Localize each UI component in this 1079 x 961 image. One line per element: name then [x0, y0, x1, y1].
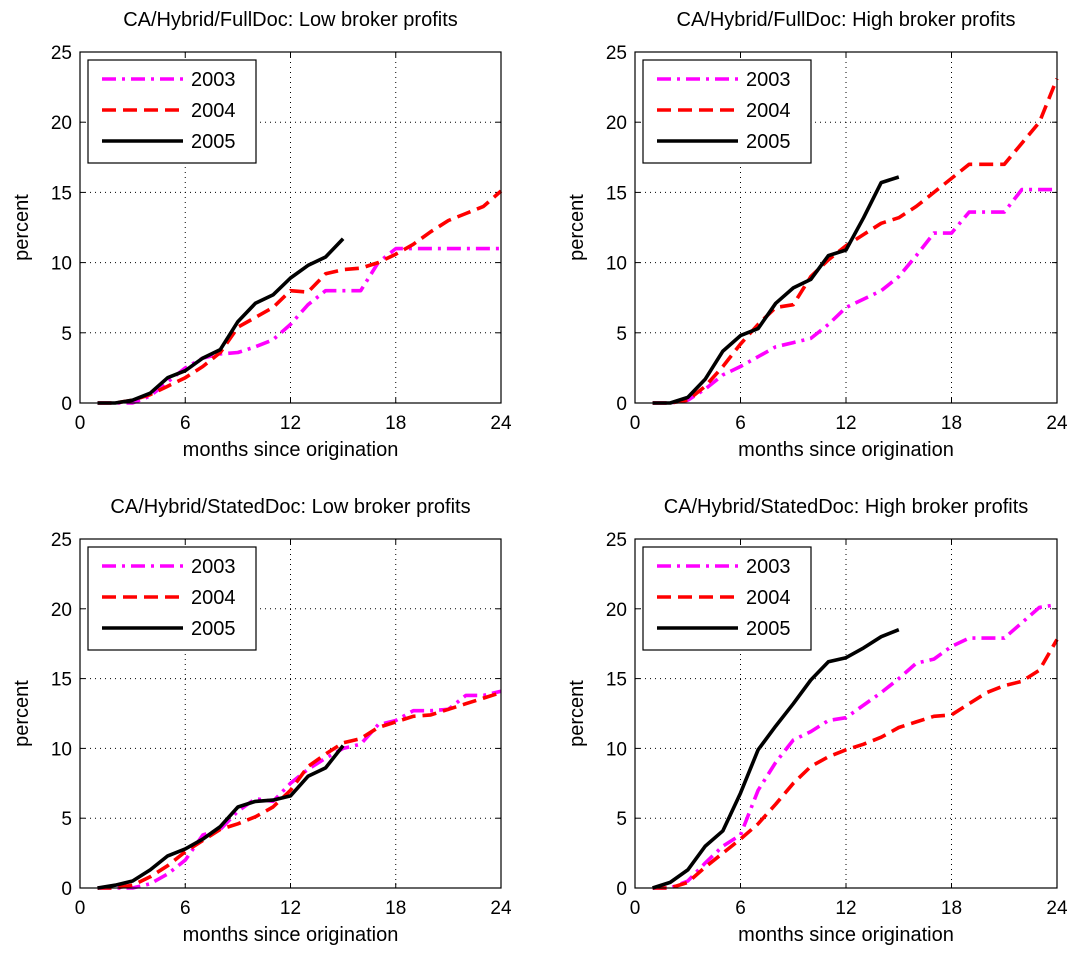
y-tick-label: 15 — [51, 670, 72, 691]
y-tick-label: 5 — [61, 324, 72, 345]
legend-label: 2005 — [746, 618, 791, 640]
x-tick-label: 18 — [941, 898, 962, 919]
legend-label: 2005 — [191, 618, 236, 640]
y-tick-label: 20 — [51, 600, 72, 621]
x-tick-label: 0 — [75, 413, 86, 434]
y-tick-label: 20 — [606, 113, 627, 134]
legend-label: 2004 — [746, 100, 791, 122]
chart-title: CA/Hybrid/StatedDoc: High broker profits — [664, 496, 1029, 518]
y-tick-label: 0 — [616, 879, 627, 900]
legend: 2003 2004 2005 — [87, 546, 257, 651]
legend-label: 2003 — [191, 556, 236, 578]
y-axis-label: percent — [566, 680, 588, 747]
legend: 2003 2004 2005 — [642, 546, 812, 651]
chart-title: CA/Hybrid/FullDoc: High broker profits — [677, 9, 1016, 31]
x-tick-label: 0 — [630, 898, 641, 919]
y-axis-label: percent — [11, 194, 33, 261]
legend-label: 2004 — [191, 587, 236, 609]
y-tick-label: 25 — [51, 530, 72, 551]
y-tick-label: 0 — [61, 879, 72, 900]
y-axis-label: percent — [11, 680, 33, 747]
series-line-2004 — [652, 638, 1059, 890]
axes-box — [79, 538, 502, 889]
x-tick-label: 24 — [490, 413, 512, 434]
y-tick-label: 10 — [606, 254, 627, 275]
chart-panel-2: 0 6 12 18 24 0 5 10 15 20 25 CA/Hybrid/FullDoc: Hig… — [566, 9, 1068, 461]
legend-label: 2005 — [746, 131, 791, 153]
y-tick-label: 0 — [616, 394, 627, 415]
x-tick-label: 0 — [75, 898, 86, 919]
y-tick-label: 15 — [51, 183, 72, 204]
x-axis-label: months since origination — [738, 439, 954, 461]
y-tick-label: 5 — [61, 809, 72, 830]
legend: 2003 2004 2005 — [87, 59, 257, 164]
legend: 2003 2004 2005 — [642, 59, 812, 164]
legend-label: 2003 — [746, 69, 791, 91]
axes-box — [79, 51, 502, 404]
y-tick-label: 10 — [51, 739, 72, 760]
x-tick-label: 18 — [385, 413, 406, 434]
x-tick-label: 24 — [490, 898, 512, 919]
x-tick-label: 6 — [735, 413, 746, 434]
x-tick-label: 6 — [180, 413, 191, 434]
x-tick-label: 12 — [280, 898, 301, 919]
series-line-2005 — [97, 237, 345, 405]
y-axis-label: percent — [566, 194, 588, 261]
axes-box — [634, 538, 1058, 889]
series-line-2005 — [652, 175, 900, 405]
y-tick-label: 10 — [606, 739, 627, 760]
legend-label: 2003 — [191, 69, 236, 91]
y-tick-label: 0 — [61, 394, 72, 415]
legend-label: 2004 — [746, 587, 791, 609]
y-tick-label: 20 — [51, 113, 72, 134]
legend-label: 2005 — [191, 131, 236, 153]
chart-panel-4: 0 6 12 18 24 0 5 10 15 20 25 CA/Hybrid/StatedDoc: H… — [566, 496, 1068, 946]
x-tick-label: 6 — [180, 898, 191, 919]
x-tick-label: 12 — [835, 413, 856, 434]
chart-title: CA/Hybrid/FullDoc: Low broker profits — [123, 9, 458, 31]
y-tick-label: 20 — [606, 600, 627, 621]
chart-panel-1: 0 6 12 18 24 0 5 10 15 20 25 CA/Hybrid/FullDoc: Low… — [11, 9, 512, 461]
y-tick-label: 15 — [606, 183, 627, 204]
x-tick-label: 24 — [1046, 413, 1068, 434]
y-tick-label: 5 — [616, 324, 627, 345]
y-tick-label: 5 — [616, 809, 627, 830]
legend-label: 2004 — [191, 100, 236, 122]
axes-box — [634, 51, 1058, 404]
series-line-2005 — [652, 628, 900, 890]
x-tick-label: 12 — [280, 413, 301, 434]
y-tick-label: 25 — [606, 43, 627, 64]
legend-label: 2003 — [746, 556, 791, 578]
y-tick-label: 10 — [51, 254, 72, 275]
x-axis-label: months since origination — [183, 439, 399, 461]
x-axis-label: months since origination — [738, 924, 954, 946]
series-line-2004 — [97, 189, 503, 405]
x-tick-label: 18 — [385, 898, 406, 919]
y-tick-label: 25 — [51, 43, 72, 64]
x-tick-label: 18 — [941, 413, 962, 434]
x-axis-label: months since origination — [183, 924, 399, 946]
chart-panel-3: 0 6 12 18 24 0 5 10 15 20 25 CA/Hybrid/StatedDoc: L… — [11, 496, 512, 946]
x-tick-label: 6 — [735, 898, 746, 919]
y-tick-label: 25 — [606, 530, 627, 551]
x-tick-label: 24 — [1046, 898, 1068, 919]
series-line-2005 — [97, 744, 345, 890]
series-line-2004 — [97, 690, 502, 890]
series-line-2004 — [652, 78, 1059, 405]
x-tick-label: 0 — [630, 413, 641, 434]
chart-title: CA/Hybrid/StatedDoc: Low broker profits — [110, 496, 470, 518]
series-line-2003 — [652, 602, 1058, 890]
x-tick-label: 12 — [835, 898, 856, 919]
y-tick-label: 15 — [606, 670, 627, 691]
